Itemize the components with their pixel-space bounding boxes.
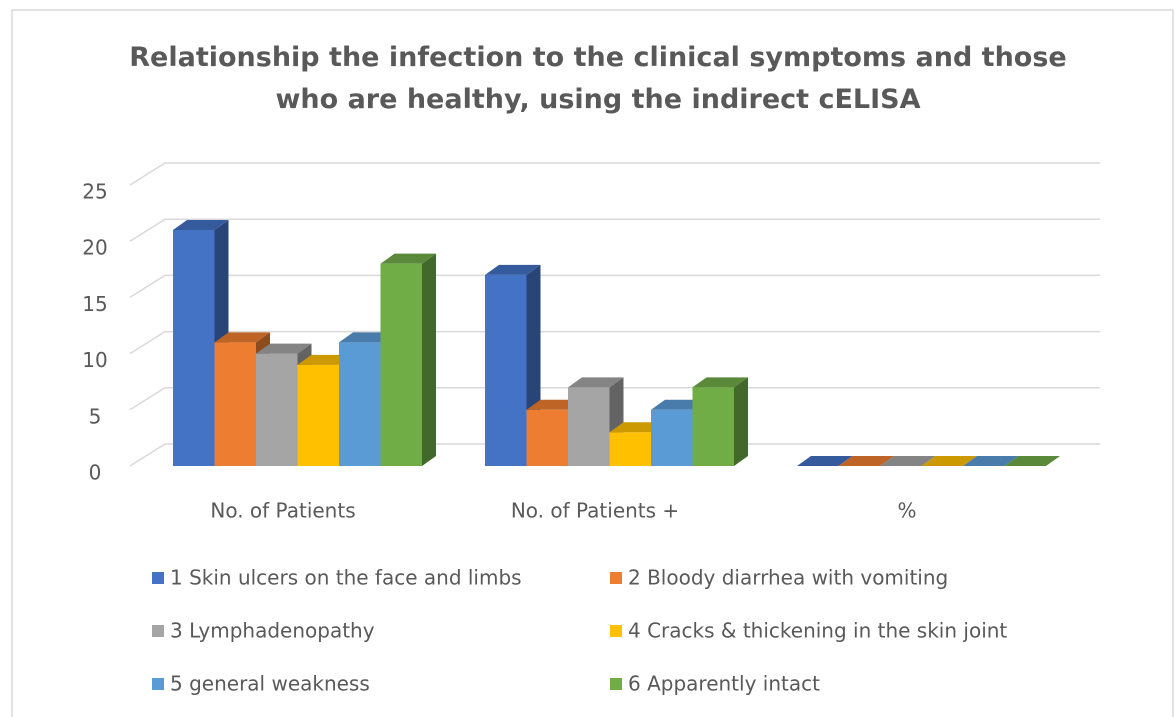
- legend-label: 4 Cracks & thickening in the skin joint: [628, 619, 1007, 643]
- legend-label: 6 Apparently intact: [628, 672, 820, 696]
- bar-top: [838, 456, 894, 466]
- legend-swatch: [152, 572, 164, 584]
- bar: [297, 364, 339, 466]
- bar: [214, 342, 256, 466]
- chart-title: Relationship the infection to the clinic…: [129, 42, 1067, 115]
- legend-swatch: [610, 572, 622, 584]
- grid-line: [129, 387, 1100, 411]
- bar-side: [422, 253, 436, 466]
- bar: [651, 409, 693, 466]
- bar-top: [692, 377, 748, 388]
- legend-label: 1 Skin ulcers on the face and limbs: [170, 566, 522, 590]
- legend-label: 3 Lymphadenopathy: [170, 619, 375, 643]
- bar-top: [963, 456, 1019, 466]
- bar-top: [173, 219, 229, 230]
- bar-top: [485, 264, 541, 275]
- bar: [692, 387, 734, 466]
- y-tick-label: 5: [89, 404, 102, 428]
- legend-label: 5 general weakness: [170, 672, 370, 696]
- y-tick-label: 10: [82, 348, 107, 372]
- legend-swatch: [152, 625, 164, 637]
- bar: [609, 432, 651, 466]
- bar: [485, 274, 527, 466]
- bar-side: [734, 377, 748, 466]
- bar: [568, 387, 610, 466]
- y-tick-label: 15: [82, 292, 107, 316]
- bar: [173, 229, 215, 466]
- bar: [256, 353, 298, 466]
- y-tick-label: 25: [82, 180, 107, 204]
- bar-top: [921, 456, 977, 466]
- bar-top: [214, 332, 270, 343]
- grid-line: [129, 162, 1100, 186]
- grid-line: [129, 330, 1100, 355]
- bar-top: [880, 456, 936, 466]
- bar-top: [1004, 456, 1060, 466]
- grid-line: [129, 274, 1100, 299]
- legend-swatch: [610, 625, 622, 637]
- legend-label: 2 Bloody diarrhea with vomiting: [628, 566, 948, 590]
- y-tick-label: 20: [82, 236, 107, 260]
- x-tick-label: No. of Patients: [210, 499, 355, 523]
- x-tick-label: No. of Patients +: [511, 499, 679, 523]
- bar: [526, 409, 568, 466]
- grid-line: [129, 218, 1100, 242]
- grid-line: [129, 443, 1100, 467]
- legend-swatch: [152, 678, 164, 690]
- bar-top: [380, 253, 436, 264]
- bar-top: [797, 456, 853, 466]
- bar-top: [256, 343, 312, 354]
- bar-top: [568, 377, 624, 388]
- y-tick-label: 0: [89, 461, 102, 485]
- x-tick-label: %: [897, 499, 916, 523]
- legend-swatch: [610, 678, 622, 690]
- bar: [380, 263, 422, 466]
- bar: [339, 342, 381, 466]
